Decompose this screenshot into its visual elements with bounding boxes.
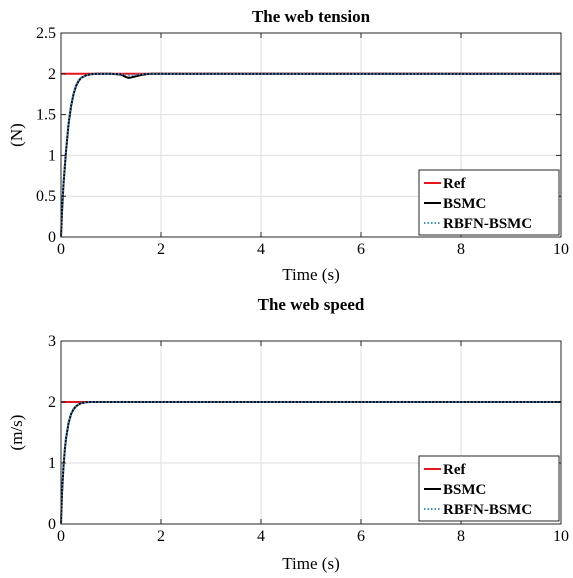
y-tick-label: 2	[48, 66, 56, 83]
y-tick-label: 0	[48, 229, 56, 246]
y-tick-label: 2	[48, 394, 56, 411]
x-axis-label: Time (s)	[282, 265, 339, 284]
legend: Ref BSMC RBFN-BSMC	[418, 169, 560, 236]
plot-frame	[60, 340, 562, 525]
legend-label-bsmc: BSMC	[443, 482, 486, 498]
y-axis-label: (N)	[7, 123, 26, 147]
legend-box	[418, 455, 560, 522]
plot-frame	[60, 32, 562, 238]
x-tick-label: 0	[57, 241, 65, 258]
x-tick-label: 6	[357, 241, 365, 258]
x-tick-label: 4	[257, 241, 265, 258]
x-tick-label: 10	[553, 528, 569, 545]
chart-title: The web tension	[252, 7, 371, 26]
x-tick-label: 8	[457, 241, 465, 258]
x-tick-label: 6	[357, 528, 365, 545]
x-tick-label: 0	[57, 528, 65, 545]
x-tick-label: 2	[157, 241, 165, 258]
series-line-rbfn-bsmc	[60, 72, 561, 238]
y-tick-label: 0	[48, 516, 56, 533]
chart-panel-1: 0 2 4 6 8 10 0 0.5 1 1.5 2 2.5 The web tension Time (…	[7, 7, 569, 284]
legend: Ref BSMC RBFN-BSMC	[418, 455, 560, 522]
chart-title: The web speed	[258, 295, 365, 314]
legend-box	[418, 169, 560, 236]
legend-label-ref: Ref	[443, 176, 466, 192]
legend-label-rbfn-bsmc: RBFN-BSMC	[443, 216, 532, 232]
y-tick-label: 1.5	[36, 107, 56, 124]
legend-label-ref: Ref	[443, 462, 466, 478]
y-tick-label: 2.5	[36, 25, 56, 42]
series-line-bsmc	[60, 72, 561, 238]
series-line-rbfn-bsmc	[60, 401, 561, 525]
y-tick-label: 1	[48, 455, 56, 472]
y-tick-label: 0.5	[36, 188, 56, 205]
chart-panel-2: 0 2 4 6 8 10 0 1 2 3 The web speed Time (s) (m/s) Ref…	[7, 295, 569, 573]
y-axis-label: (m/s)	[7, 415, 26, 451]
x-tick-label: 10	[553, 241, 569, 258]
y-tick-label: 1	[48, 147, 56, 164]
legend-label-rbfn-bsmc: RBFN-BSMC	[443, 502, 532, 518]
x-tick-label: 4	[257, 528, 265, 545]
x-axis-label: Time (s)	[282, 554, 339, 573]
x-tick-label: 8	[457, 528, 465, 545]
y-tick-label: 3	[48, 333, 56, 350]
legend-label-bsmc: BSMC	[443, 196, 486, 212]
x-tick-label: 2	[157, 528, 165, 545]
